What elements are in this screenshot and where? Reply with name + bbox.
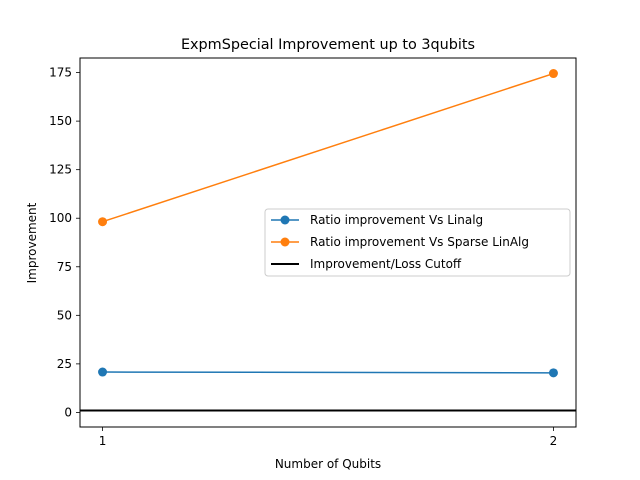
y-tick-label-5: 125 [49, 163, 72, 177]
series-line-1 [102, 72, 554, 223]
legend-label-1: Ratio improvement Vs Sparse LinAlg [310, 235, 529, 249]
data-point-1-1 [548, 69, 558, 79]
series-line-0 [102, 371, 554, 374]
plot-area [80, 69, 576, 412]
x-tick-label-0: 1 [99, 434, 107, 448]
y-tick-label-7: 175 [49, 66, 72, 80]
axes-frame [79, 57, 577, 428]
y-tick-label-1: 25 [57, 357, 72, 371]
legend-label-2: Improvement/Loss Cutoff [310, 257, 462, 271]
legend-marker-1 [280, 237, 290, 247]
y-tick-label-0: 0 [64, 405, 72, 419]
data-point-0-0 [98, 367, 108, 377]
y-tick-label-3: 75 [57, 260, 72, 274]
y-tick-label-6: 150 [49, 114, 72, 128]
legend-marker-0 [280, 215, 290, 225]
legend-box [264, 208, 571, 277]
y-tick-label-2: 50 [57, 308, 72, 322]
data-point-1-0 [98, 217, 108, 227]
legend: Ratio improvement Vs Linalg Ratio improve… [264, 208, 571, 277]
y-axis: 0 25 50 75 100 125 150 175 [49, 66, 80, 419]
y-tick-label-4: 100 [49, 211, 72, 225]
x-axis-label: Number of Qubits [275, 457, 381, 471]
chart-title: ExpmSpecial Improvement up to 3qubits [181, 37, 475, 53]
legend-label-0: Ratio improvement Vs Linalg [310, 213, 483, 227]
x-tick-label-1: 2 [550, 434, 558, 448]
y-axis-label: Improvement [25, 202, 39, 283]
data-point-0-1 [548, 368, 558, 378]
